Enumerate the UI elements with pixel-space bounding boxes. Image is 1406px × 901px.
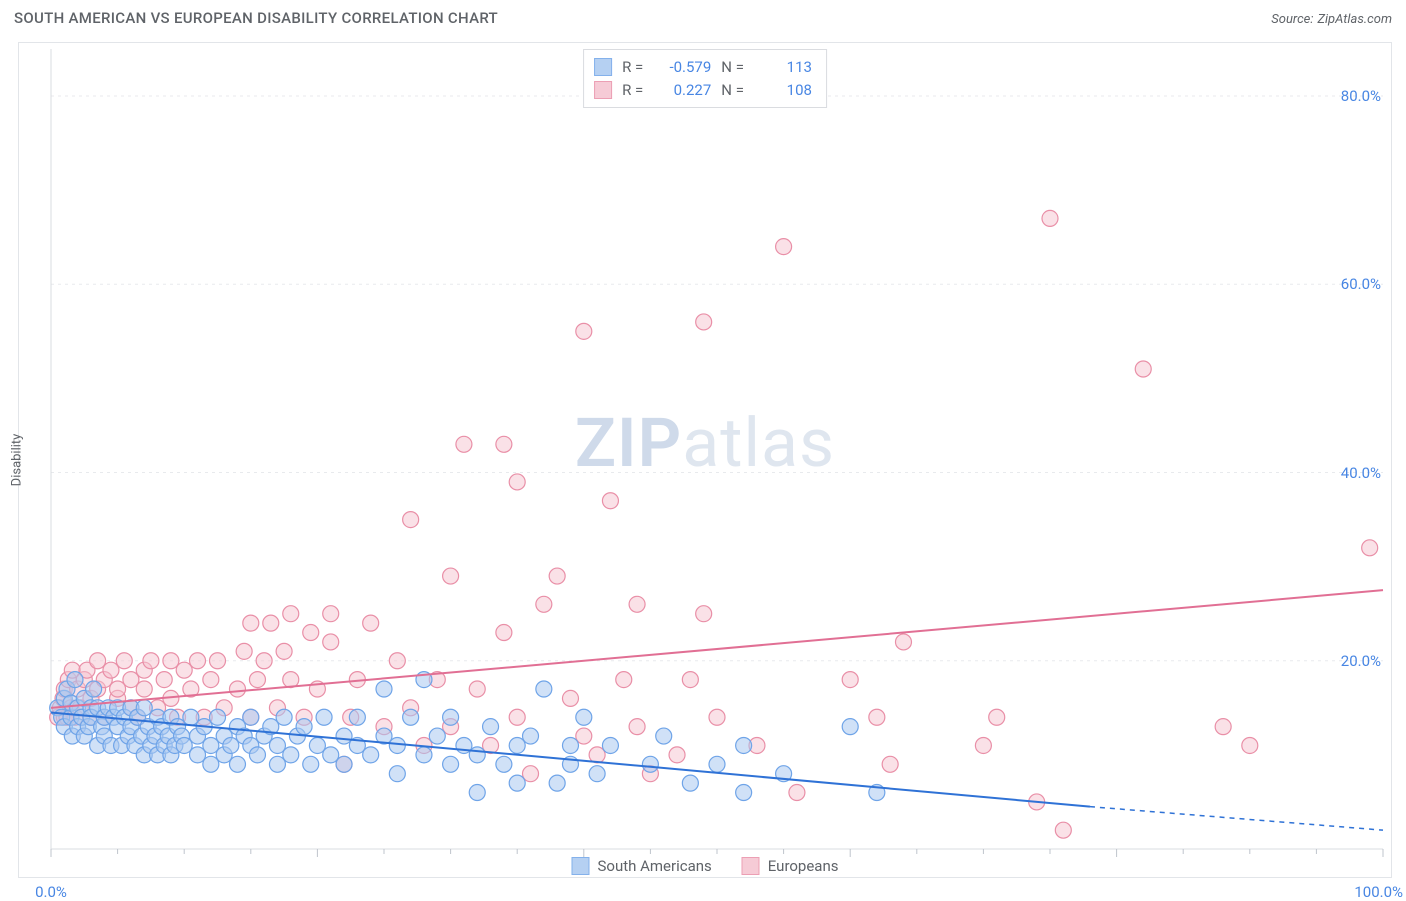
- x-tick-label-min: 0.0%: [35, 883, 67, 901]
- r-value-1: -0.579: [653, 56, 711, 79]
- correlation-row-1: R = -0.579 N = 113: [594, 56, 812, 79]
- swatch-south-americans-2: [571, 857, 589, 875]
- swatch-europeans-2: [742, 857, 760, 875]
- bottom-legend: South Americans Europeans: [561, 857, 848, 875]
- y-tick-label: 20.0%: [1341, 652, 1381, 670]
- legend-label-1: South Americans: [597, 857, 711, 875]
- source-name: ZipAtlas.com: [1317, 12, 1392, 27]
- n-label-1: N =: [721, 56, 744, 79]
- legend-item-europeans: Europeans: [742, 857, 839, 875]
- x-tick-label-max: 100.0%: [1354, 883, 1403, 901]
- correlation-legend-box: R = -0.579 N = 113 R = 0.227 N = 108: [583, 49, 827, 108]
- source-attribution: Source: ZipAtlas.com: [1271, 8, 1392, 27]
- y-tick-label: 80.0%: [1341, 87, 1381, 105]
- chart-area: Disability ZIPatlas R = -0.579 N = 113 R…: [18, 42, 1392, 878]
- legend-item-south-americans: South Americans: [571, 857, 711, 875]
- y-tick-label: 60.0%: [1341, 275, 1381, 293]
- scatter-plot-svg: [19, 43, 1391, 877]
- r-label-2: R =: [622, 79, 643, 102]
- y-tick-label: 40.0%: [1341, 464, 1381, 482]
- swatch-south-americans: [594, 58, 612, 76]
- n-value-2: 108: [754, 79, 812, 102]
- source-label: Source:: [1271, 12, 1313, 27]
- n-value-1: 113: [754, 56, 812, 79]
- n-label-2: N =: [721, 79, 744, 102]
- chart-title: SOUTH AMERICAN VS EUROPEAN DISABILITY CO…: [14, 9, 498, 27]
- correlation-row-2: R = 0.227 N = 108: [594, 79, 812, 102]
- swatch-europeans: [594, 81, 612, 99]
- r-value-2: 0.227: [653, 79, 711, 102]
- r-label-1: R =: [622, 56, 643, 79]
- legend-label-2: Europeans: [768, 857, 839, 875]
